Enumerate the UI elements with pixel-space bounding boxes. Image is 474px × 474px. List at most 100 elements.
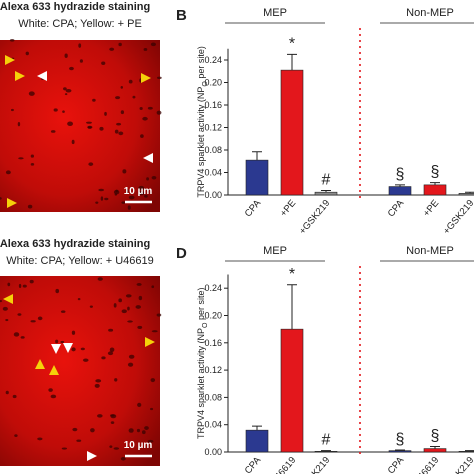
y-tick-label: 0.16	[204, 100, 222, 110]
nucleus-spot	[104, 111, 107, 116]
nucleus-spot	[20, 336, 25, 339]
nucleus-spot	[120, 86, 123, 89]
nucleus-spot	[77, 298, 81, 301]
nucleus-spot	[127, 320, 133, 323]
nucleus-spot	[90, 428, 95, 433]
bar	[388, 186, 412, 196]
nucleus-spot	[116, 122, 122, 126]
nucleus-spot	[98, 188, 105, 192]
nucleus-spot	[5, 170, 11, 175]
nucleus-spot	[25, 51, 29, 56]
error-bar	[465, 191, 474, 194]
nucleus-spot	[97, 414, 103, 418]
nucleus-spot	[95, 201, 99, 204]
micrograph-image	[0, 40, 160, 212]
scale-label: 10 µm	[124, 440, 153, 451]
nucleus-spot	[64, 93, 68, 96]
nucleus-spot	[118, 131, 124, 136]
nucleus-spot	[18, 157, 24, 160]
arrowhead	[145, 337, 155, 347]
y-tick-label: 0.12	[204, 365, 222, 375]
x-tick-label: CPA	[243, 454, 264, 474]
nucleus-spot	[108, 328, 114, 332]
nucleus-spot	[143, 47, 148, 51]
significance-marker: §	[396, 166, 405, 183]
nucleus-spot	[53, 108, 58, 112]
nucleus-spot	[109, 347, 115, 352]
group-label: MEP	[263, 245, 287, 257]
nucleus-spot	[135, 305, 141, 309]
nucleus-spot	[109, 445, 113, 448]
y-tick-label: 0.00	[204, 447, 222, 457]
nucleus-spot	[72, 427, 78, 432]
nucleus-spot	[10, 108, 14, 112]
nucleus-spot	[136, 283, 142, 286]
nucleus-spot	[27, 204, 33, 209]
error-bar	[287, 53, 297, 71]
nucleus-spot	[122, 169, 127, 174]
significance-marker: §	[431, 428, 440, 445]
arrowhead	[87, 451, 97, 461]
nucleus-spot	[142, 430, 146, 435]
arrowhead	[141, 73, 151, 83]
nucleus-spot	[147, 439, 154, 443]
y-tick-label: 0.00	[204, 190, 222, 200]
y-tick-label: 0.12	[204, 123, 222, 133]
arrowhead	[63, 343, 73, 353]
nucleus-spot	[151, 176, 157, 180]
group-label: MEP	[263, 7, 287, 19]
error-bar	[430, 446, 440, 449]
panel-label: D	[176, 245, 187, 262]
error-bar	[465, 450, 474, 452]
nucleus-spot	[156, 110, 162, 115]
panel-title: Alexa 633 hydrazide staining	[0, 1, 150, 13]
error-bar	[321, 190, 331, 193]
nucleus-spot	[64, 53, 68, 58]
nucleus-spot	[5, 319, 9, 322]
nucleus-spot	[121, 309, 127, 314]
nucleus-spot	[85, 121, 92, 124]
panel-subtitle: White: CPA; Yellow: + PE	[18, 18, 142, 30]
nucleus-spot	[13, 332, 20, 337]
significance-marker: §	[396, 431, 405, 448]
nucleus-spot	[0, 300, 3, 303]
nucleus-spot	[29, 279, 34, 284]
nucleus-spot	[144, 194, 148, 198]
y-tick-label: 0.04	[204, 420, 222, 430]
error-bar	[395, 184, 405, 187]
nucleus-spot	[137, 325, 143, 329]
nucleus-spot	[101, 356, 106, 360]
nucleus-spot	[97, 277, 103, 281]
nucleus-spot	[138, 190, 145, 196]
nucleus-spot	[99, 126, 104, 131]
error-bar	[321, 450, 331, 452]
group-label: Non-MEP	[406, 245, 454, 257]
x-tick-label: CPA	[386, 197, 407, 219]
nucleus-spot	[7, 282, 11, 287]
nucleus-spot	[60, 340, 65, 344]
x-tick-label: +GSK219	[297, 198, 332, 237]
nucleus-spot	[101, 61, 106, 66]
nucleus-spot	[120, 110, 125, 115]
y-label-end: per site)	[196, 288, 206, 323]
y-tick-label: 0.24	[204, 55, 222, 65]
nucleus-spot	[37, 437, 43, 441]
x-tick-label: CPA	[386, 454, 407, 474]
y-label-end: per site)	[196, 46, 206, 81]
nucleus-spot	[50, 130, 56, 133]
x-tick-label: +GSK219	[441, 455, 474, 474]
scale-label: 10 µm	[124, 186, 153, 197]
nucleus-spot	[128, 195, 135, 200]
nucleus-spot	[28, 91, 35, 96]
nucleus-spot	[71, 347, 76, 352]
x-tick-label: +U46619	[408, 455, 441, 474]
nucleus-spot	[78, 43, 82, 48]
nucleus-spot	[88, 162, 94, 166]
bar	[245, 159, 269, 196]
nucleus-spot	[127, 306, 130, 311]
significance-marker: #	[322, 432, 331, 449]
nucleus-spot	[132, 95, 136, 99]
nucleus-spot	[80, 347, 85, 351]
nucleus-spot	[107, 351, 114, 356]
